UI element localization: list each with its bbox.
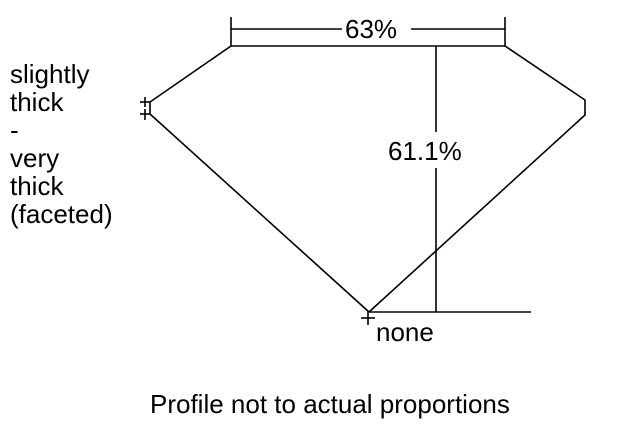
girdle-label-line: very <box>10 143 60 173</box>
girdle-label-line: - <box>10 115 19 145</box>
culet-label: none <box>376 317 434 347</box>
caption: Profile not to actual proportions <box>150 389 510 419</box>
crown-right <box>368 45 586 313</box>
girdle-label: slightly thick - very thick (faceted) <box>10 60 113 228</box>
depth-percent-label: 61.1% <box>388 136 462 166</box>
girdle-label-line: slightly <box>10 59 90 89</box>
girdle-label-line: thick <box>10 171 64 201</box>
table-percent-label: 63% <box>345 14 398 44</box>
crown-left <box>149 45 370 313</box>
girdle-label-line: thick <box>10 87 64 117</box>
girdle-label-line: (faceted) <box>10 199 113 229</box>
